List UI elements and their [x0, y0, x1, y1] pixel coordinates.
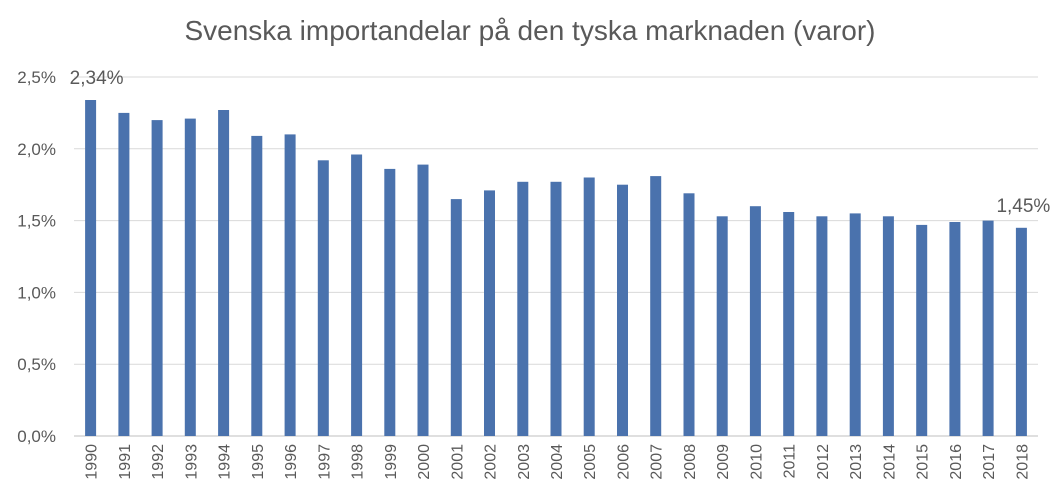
bar-2013 — [849, 213, 861, 436]
bar-2017 — [982, 220, 994, 436]
x-tick-label: 2003 — [516, 444, 533, 480]
y-tick-label: 2,5% — [17, 68, 56, 87]
y-tick-label: 2,0% — [17, 140, 56, 159]
bar-1994 — [218, 110, 230, 436]
bar-1990 — [85, 100, 97, 436]
bar-2000 — [417, 164, 429, 436]
x-tick-label: 2001 — [449, 444, 466, 480]
data-labels: 2,34% 1,45% — [70, 68, 1051, 217]
bar-1997 — [317, 160, 329, 437]
bar-1996 — [284, 134, 296, 436]
bar-2007 — [650, 176, 662, 436]
bar-2002 — [484, 190, 495, 436]
bar-1992 — [151, 120, 163, 436]
x-tick-label: 1992 — [150, 444, 167, 480]
data-label: 2,34% — [70, 68, 124, 89]
bar-2016 — [949, 222, 961, 436]
y-tick-label: 0,0% — [17, 427, 56, 446]
x-tick-label: 1995 — [250, 444, 267, 480]
x-tick-label: 2012 — [815, 444, 832, 480]
x-tick-label: 2002 — [483, 444, 500, 480]
x-tick-label: 2014 — [881, 444, 898, 480]
chart-title: Svenska importandelar på den tyska markn… — [184, 15, 875, 46]
x-tick-label: 1996 — [283, 444, 300, 480]
x-tick-label: 2010 — [748, 444, 765, 480]
x-axis-ticks: 1990 1991 1992 1993 1994 1995 1996 1997 1998 1999… — [84, 444, 1032, 480]
bar-1993 — [184, 118, 196, 436]
x-tick-label: 2007 — [649, 444, 666, 480]
x-tick-label: 2005 — [582, 444, 599, 480]
bar-2018 — [1015, 227, 1027, 436]
bar-2004 — [550, 181, 562, 436]
x-tick-label: 1998 — [350, 444, 367, 480]
bar-2014 — [882, 216, 894, 436]
bars — [85, 100, 1027, 437]
data-label: 1,45% — [996, 196, 1050, 217]
x-tick-label: 1991 — [117, 444, 134, 480]
x-tick-label: 1993 — [183, 444, 200, 480]
bar-2006 — [617, 184, 628, 436]
x-tick-label: 2004 — [549, 444, 566, 480]
x-tick-label: 2006 — [616, 444, 633, 480]
x-tick-label: 2015 — [915, 444, 932, 480]
bar-1999 — [384, 168, 396, 436]
x-tick-label: 1997 — [316, 444, 333, 480]
x-tick-label: 1990 — [84, 444, 101, 480]
y-tick-label: 1,0% — [17, 283, 56, 302]
x-tick-label: 2009 — [715, 444, 732, 480]
x-tick-label: 2018 — [1014, 444, 1031, 480]
x-tick-label: 2016 — [948, 444, 965, 480]
bar-1995 — [251, 135, 263, 436]
bar-2009 — [716, 216, 728, 436]
bar-2003 — [517, 181, 529, 436]
bar-1991 — [118, 112, 130, 437]
x-tick-label: 2000 — [416, 444, 433, 480]
bar-2012 — [816, 216, 828, 436]
bar-2010 — [749, 206, 761, 436]
bar-1998 — [351, 154, 363, 436]
bar-2011 — [783, 212, 795, 436]
bar-2008 — [683, 193, 695, 436]
bar-2005 — [583, 177, 595, 436]
y-axis-ticks: 0,0% 0,5% 1,0% 1,5% 2,0% 2,5% — [17, 68, 56, 446]
bar-2001 — [450, 199, 462, 436]
y-tick-label: 1,5% — [17, 212, 56, 231]
x-tick-label: 2013 — [848, 444, 865, 480]
bar-2015 — [916, 224, 928, 436]
x-tick-label: 1994 — [217, 444, 234, 480]
x-tick-label: 1999 — [383, 444, 400, 480]
x-tick-label: 2008 — [682, 444, 699, 480]
x-tick-label: 2017 — [981, 444, 998, 480]
x-tick-label: 2011 — [782, 444, 799, 479]
y-tick-label: 0,5% — [17, 355, 56, 374]
